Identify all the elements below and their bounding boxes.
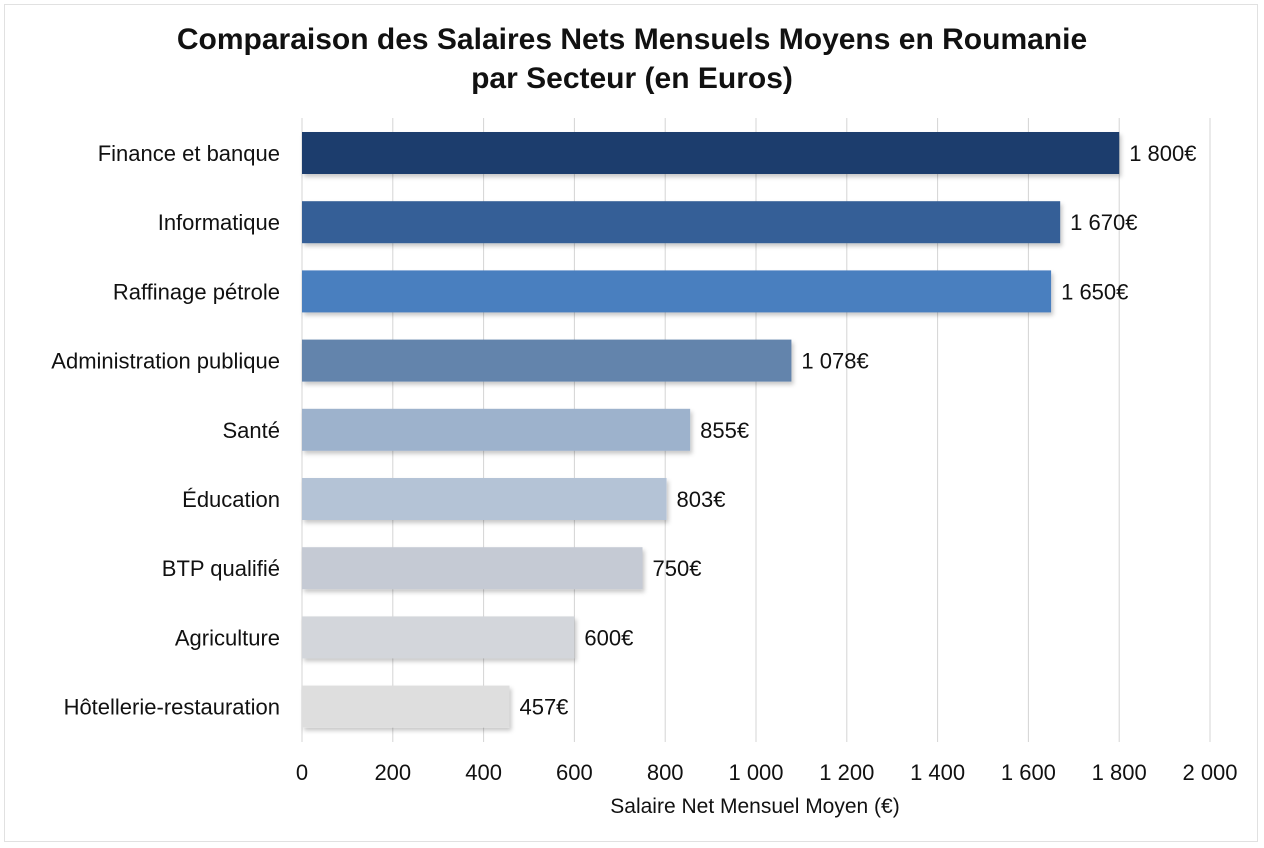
category-label: Santé (223, 418, 281, 443)
category-label: Administration publique (51, 349, 280, 374)
bar (302, 270, 1052, 313)
bar (302, 616, 575, 659)
bars (302, 132, 1120, 728)
bar (302, 478, 667, 520)
x-tick-label: 0 (296, 760, 308, 785)
chart-title-line-2: par Secteur (en Euros) (471, 62, 793, 95)
chart-frame (4, 4, 1258, 842)
category-label: Finance et banque (98, 141, 280, 166)
value-label: 1 078€ (801, 349, 868, 374)
value-labels: 1 800€ 1 670€ 1 650€ 1 078€ 855€ 803€ 750€ 600€… (519, 141, 1196, 720)
value-label: 600€ (584, 625, 633, 650)
chart-title-line-1: Comparaison des Salaires Nets Mensuels M… (176, 23, 1088, 56)
bar (302, 547, 643, 590)
category-label: Éducation (182, 487, 280, 512)
value-label: 1 650€ (1061, 279, 1128, 304)
x-tick-label: 800 (647, 760, 684, 785)
value-label: 1 670€ (1070, 210, 1137, 235)
value-label: 457€ (519, 695, 568, 720)
value-label: 803€ (677, 487, 726, 512)
x-tick-label: 400 (465, 760, 502, 785)
x-tick-label: 600 (556, 760, 593, 785)
bar (302, 408, 691, 451)
category-label: Hôtellerie-restauration (64, 695, 280, 720)
x-tick-label: 200 (374, 760, 411, 785)
category-label: Raffinage pétrole (113, 279, 280, 304)
x-tick-label: 2 000 (1182, 760, 1237, 785)
bar (302, 339, 792, 382)
bar (302, 685, 510, 728)
x-tick-labels: 0 200 400 600 800 1 000 1 200 1 400 1 600 1 800 2 … (296, 760, 1238, 785)
value-label: 750€ (653, 556, 702, 581)
x-tick-label: 1 400 (910, 760, 965, 785)
chart-title: Comparaison des Salaires Nets Mensuels M… (0, 20, 1264, 98)
bar (302, 201, 1061, 244)
x-tick-label: 1 800 (1092, 760, 1147, 785)
category-label: Informatique (158, 210, 280, 235)
category-labels: Finance et banque Informatique Raffinage p… (51, 141, 280, 720)
x-axis-label: Salaire Net Mensuel Moyen (€) (610, 795, 899, 818)
x-tick-label: 1 000 (728, 760, 783, 785)
value-label: 855€ (700, 418, 749, 443)
value-label: 1 800€ (1129, 141, 1196, 166)
bar (302, 132, 1120, 174)
x-tick-label: 1 600 (1001, 760, 1056, 785)
category-label: BTP qualifié (162, 556, 280, 581)
category-label: Agriculture (175, 625, 280, 650)
x-tick-label: 1 200 (819, 760, 874, 785)
